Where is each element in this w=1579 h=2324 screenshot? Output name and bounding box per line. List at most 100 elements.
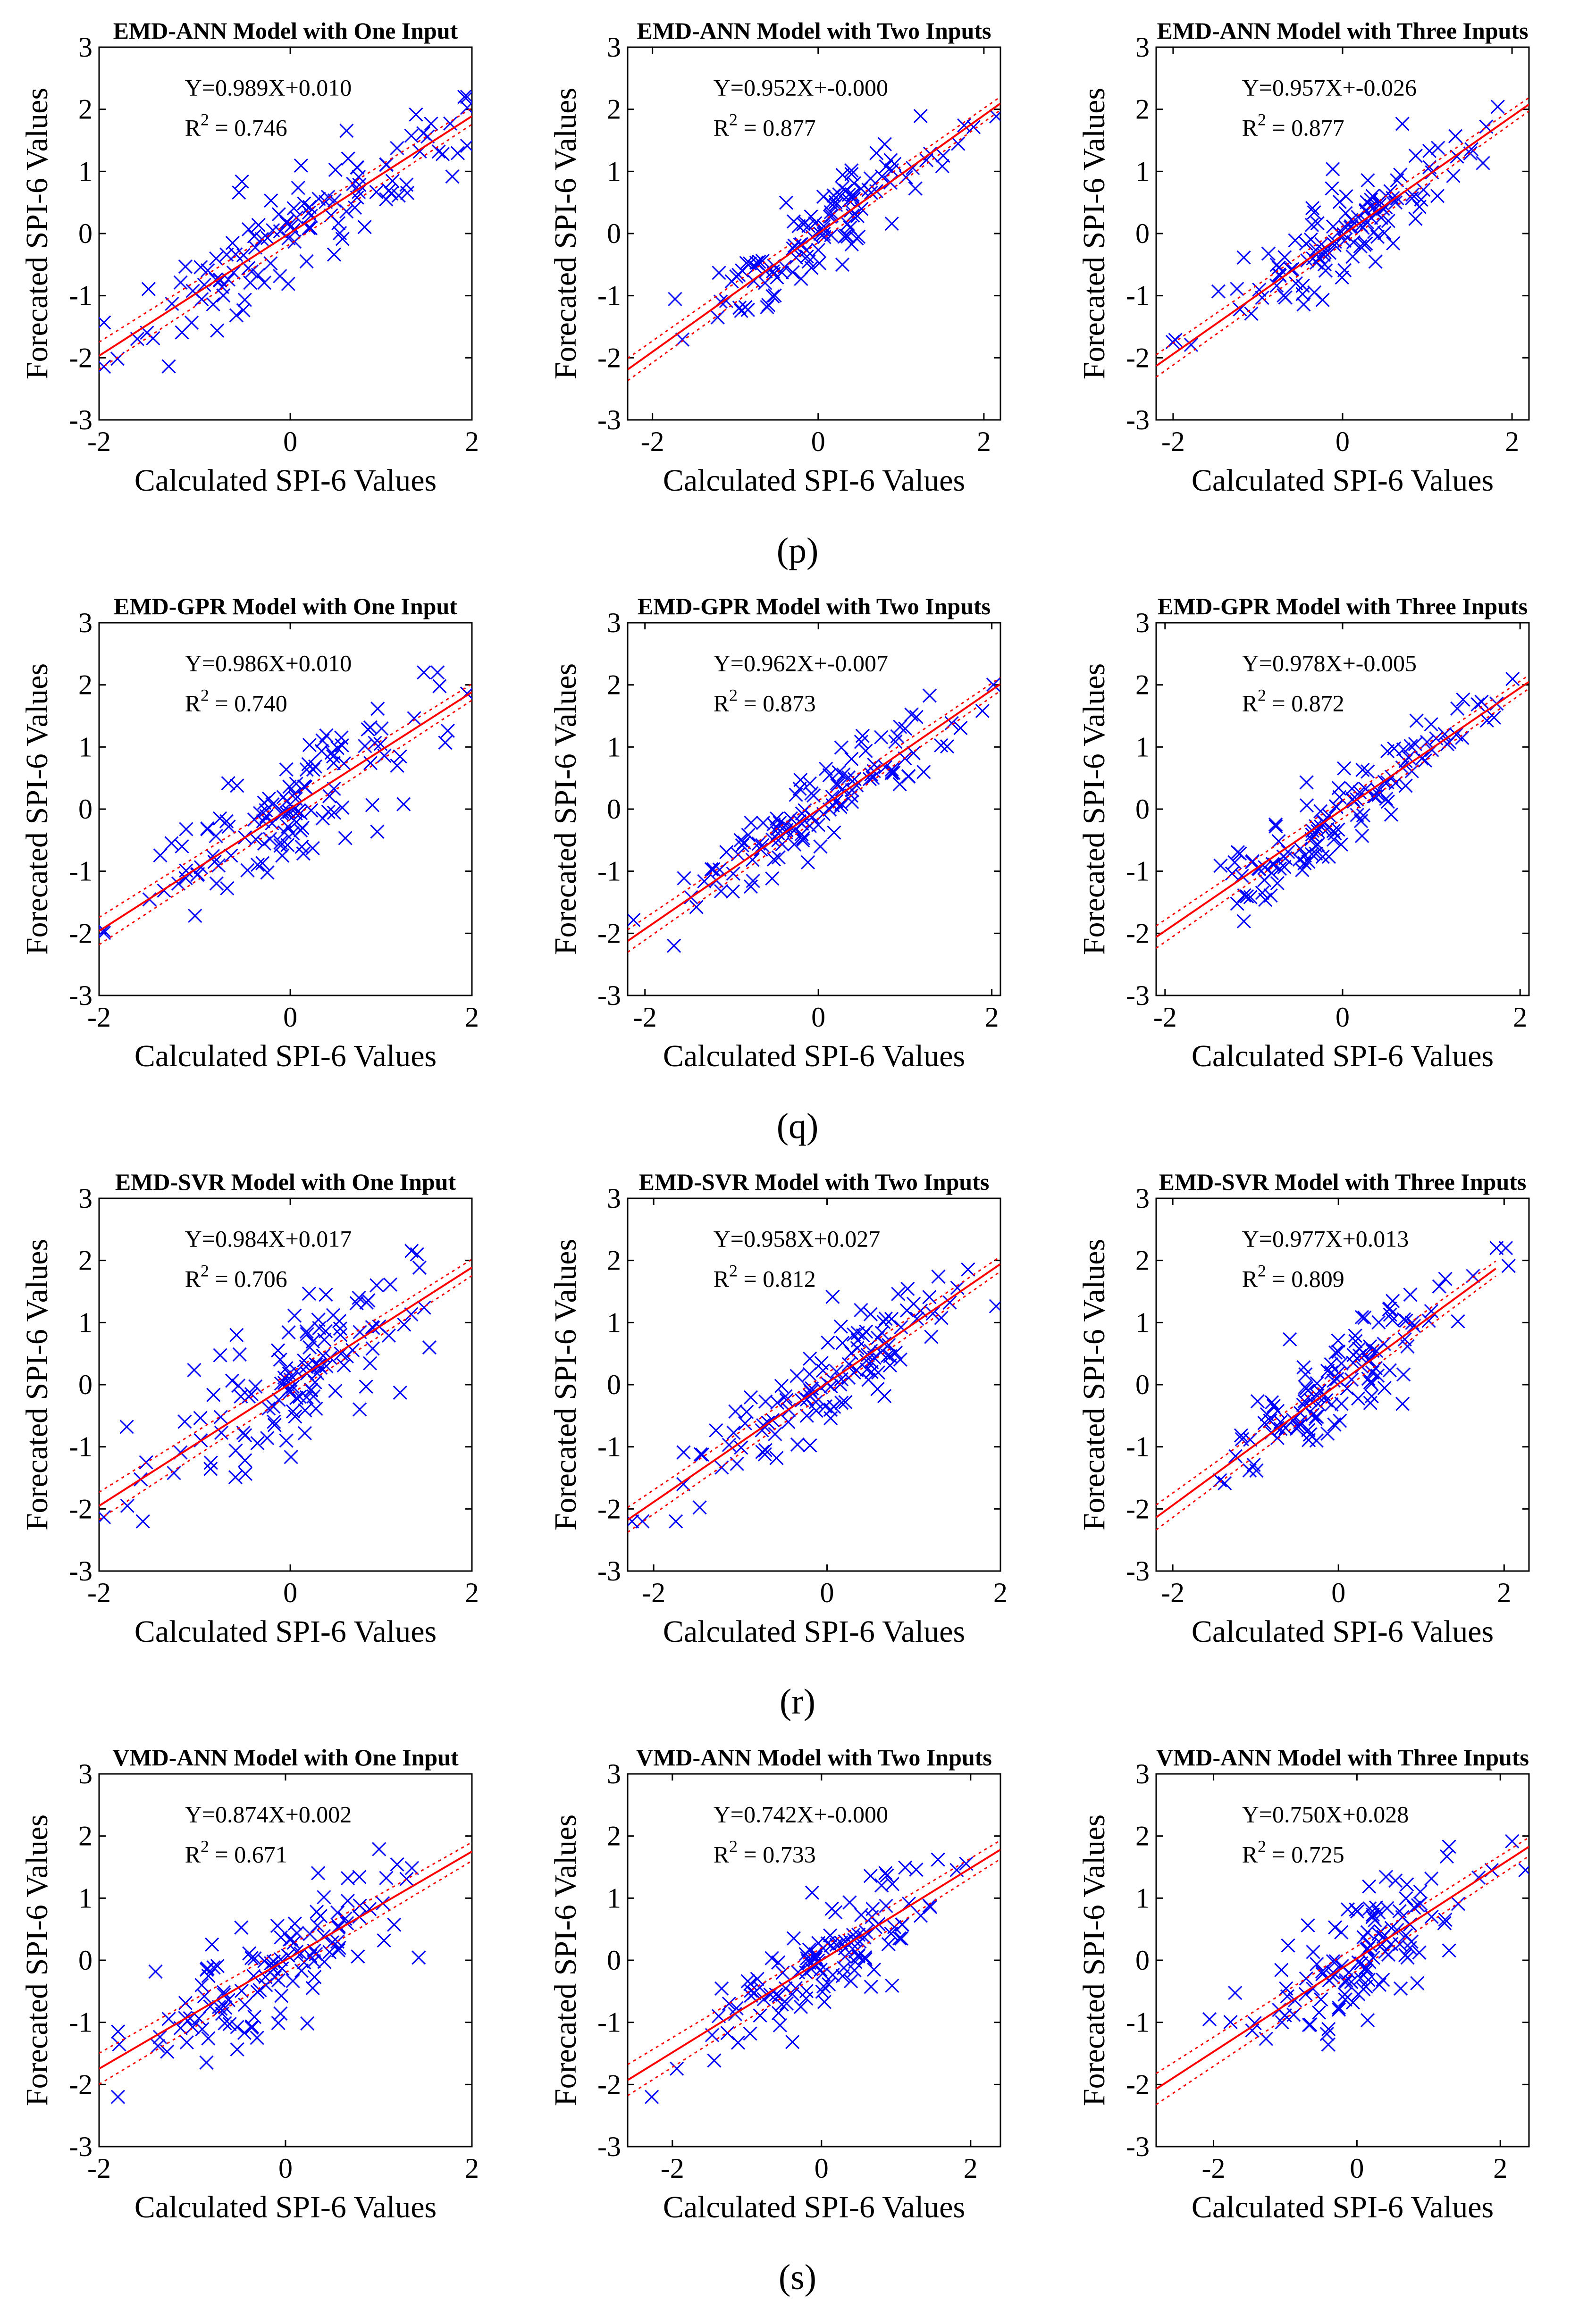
- chart-8-point: [1234, 1428, 1249, 1443]
- chart-8-point: [1348, 1329, 1362, 1343]
- chart-5-point: [1315, 849, 1330, 864]
- chart-7-plot-area: [628, 1256, 1000, 1533]
- chart-0-point: [178, 259, 193, 274]
- chart-4-point: [858, 744, 873, 758]
- chart-8-point: [1250, 1394, 1265, 1409]
- chart-6-point: [203, 1462, 218, 1476]
- chart-2-point: [1388, 195, 1403, 210]
- chart-6-xlabel: Calculated SPI-6 Values: [134, 1614, 437, 1649]
- chart-1-plot-area: [628, 96, 1000, 382]
- chart-10-point: [805, 1885, 820, 1900]
- chart-5-point: [1450, 701, 1465, 716]
- chart-5-point: [1396, 742, 1411, 757]
- chart-1-point: [839, 228, 853, 243]
- chart-2-point: [1386, 236, 1401, 251]
- chart-4-ytick-label: 1: [607, 731, 621, 762]
- chart-5-point: [1437, 727, 1452, 741]
- chart-10-point: [865, 1902, 880, 1916]
- chart-5-point: [1455, 730, 1470, 745]
- chart-1-point: [835, 167, 850, 182]
- chart-7-point: [854, 1303, 868, 1317]
- chart-5-point: [1419, 735, 1435, 749]
- chart-6-xtick-label: -2: [87, 1577, 111, 1608]
- chart-4-xtick-label: -2: [633, 1002, 657, 1033]
- chart-8-point: [1327, 1417, 1342, 1432]
- chart-10-point: [878, 1866, 893, 1881]
- chart-5-fit-line: [1156, 681, 1529, 938]
- chart-6-point: [238, 1428, 252, 1443]
- chart-5-point: [1344, 781, 1359, 796]
- chart-3-point: [209, 876, 224, 891]
- chart-7-point: [803, 1438, 817, 1453]
- chart-6-point: [333, 1321, 347, 1336]
- chart-0-ytick-label: 0: [78, 218, 92, 249]
- chart-1-ytick-label: 3: [607, 32, 621, 63]
- chart-0-xtick-label: 2: [465, 426, 479, 457]
- chart-3-ytick-label: 0: [78, 794, 92, 825]
- chart-4-point: [893, 719, 907, 734]
- chart-11-point: [1378, 1870, 1394, 1884]
- chart-9-xtick-label: -2: [87, 2153, 111, 2184]
- chart-5-point: [1321, 849, 1336, 864]
- chart-2-point: [1272, 268, 1287, 283]
- chart-8-ytick-label: 0: [1135, 1369, 1150, 1400]
- chart-9-point: [185, 2020, 200, 2034]
- chart-3-point: [365, 798, 380, 812]
- chart-0-plot-area: [99, 90, 472, 374]
- chart-3-point: [336, 756, 352, 771]
- chart-10-point: [750, 1972, 764, 1986]
- chart-9-point: [194, 1978, 209, 1992]
- chart-10-ytick-label: 0: [607, 1945, 621, 1976]
- chart-8-ytick-label: 2: [1135, 1245, 1150, 1276]
- chart-4-point: [847, 772, 862, 786]
- chart-7-point: [878, 1312, 893, 1326]
- chart-5-title: EMD-GPR Model with Three Inputs: [1158, 593, 1528, 619]
- chart-11-point: [1311, 2005, 1327, 2020]
- chart-8-point: [1299, 1381, 1314, 1396]
- chart-2-r2: R2 = 0.877: [1242, 110, 1344, 141]
- chart-4-point: [628, 912, 641, 928]
- chart-6-r2-label: R: [185, 1266, 201, 1292]
- chart-5-xtick-label: -2: [1153, 1002, 1177, 1033]
- chart-8-point: [1383, 1301, 1397, 1316]
- chart-9-point: [201, 2031, 216, 2046]
- chart-2-point: [1303, 232, 1318, 247]
- chart-2-point: [1408, 211, 1423, 226]
- chart-4-point: [803, 819, 817, 833]
- chart-5-xtick-label: 0: [1335, 1002, 1350, 1033]
- chart-0-point: [435, 147, 450, 161]
- chart-3-point: [370, 702, 385, 716]
- chart-0-point: [416, 126, 431, 141]
- chart-6-fit-line: [99, 1266, 472, 1507]
- chart-11-point: [1310, 1957, 1324, 1972]
- chart-1-point: [755, 253, 770, 268]
- chart-0-point: [424, 117, 438, 131]
- chart-0-point: [294, 158, 308, 173]
- chart-1: EMD-ANN Model with Two Inputs -3 -2 -1 0 1 2 3 -…: [548, 17, 1001, 498]
- chart-2-point: [1408, 149, 1423, 163]
- chart-9-point: [377, 1933, 391, 1948]
- chart-3-point: [211, 858, 226, 873]
- chart-1-point: [738, 300, 753, 315]
- chart-5-point: [1337, 761, 1352, 776]
- chart-5-point: [1277, 860, 1292, 874]
- chart-4-point: [831, 765, 846, 780]
- chart-8-point: [1386, 1294, 1400, 1308]
- chart-5-equation: Y=0.978X+-0.005: [1242, 650, 1417, 677]
- chart-8-point: [1266, 1399, 1281, 1413]
- chart-4-point: [755, 838, 770, 853]
- chart-9-point: [110, 2090, 125, 2104]
- chart-1-point: [864, 185, 878, 200]
- chart-8-point: [1302, 1427, 1317, 1442]
- chart-2-point: [1404, 191, 1419, 206]
- chart-5-point: [1456, 692, 1470, 707]
- chart-7-point: [635, 1514, 650, 1529]
- chart-6-point: [393, 1385, 407, 1400]
- chart-10-xtick-label: 2: [964, 2153, 978, 2184]
- chart-2-point: [1393, 167, 1408, 182]
- chart-11-ytick-label: 0: [1135, 1945, 1150, 1976]
- chart-10-point: [753, 2008, 767, 2023]
- chart-4-point: [787, 837, 802, 852]
- chart-1-point: [710, 310, 725, 325]
- chart-2-point: [1244, 306, 1259, 321]
